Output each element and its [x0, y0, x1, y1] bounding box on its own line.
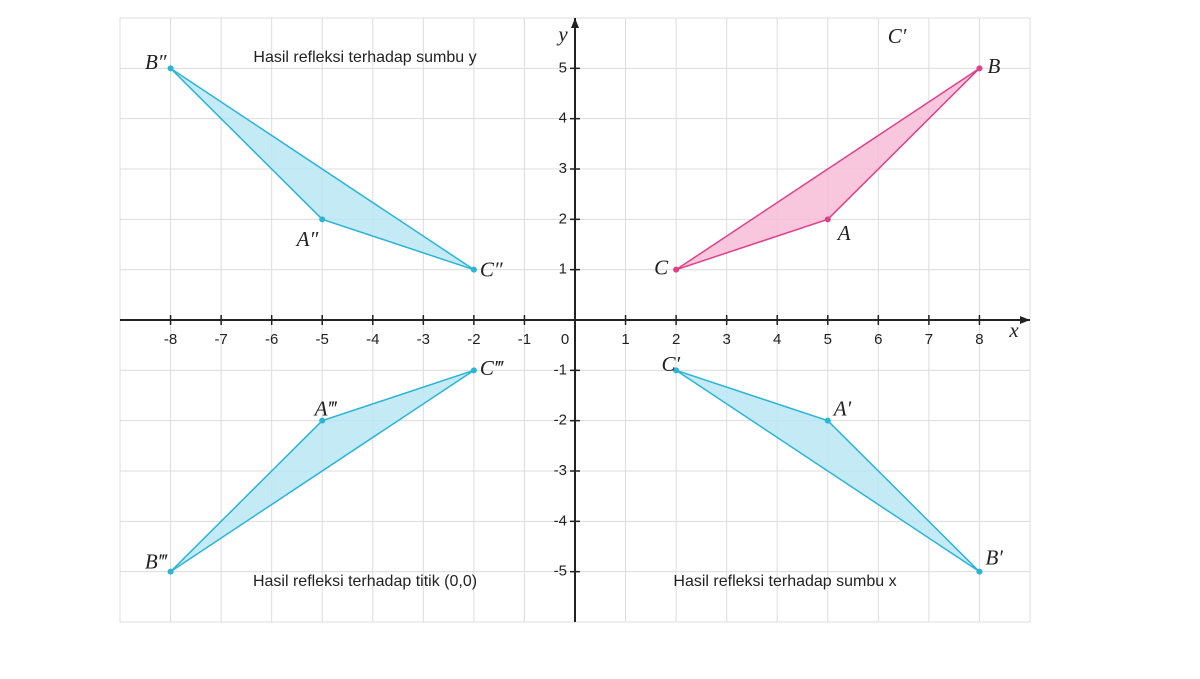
vertex-label: B′: [985, 545, 1003, 569]
vertex: [167, 568, 174, 575]
y-tick-label: 5: [559, 59, 567, 76]
x-tick-label: -8: [164, 331, 177, 348]
vertex-label: A″: [295, 227, 319, 251]
stray-label: C′: [888, 24, 907, 48]
y-axis-arrow: [571, 18, 579, 28]
vertex: [673, 367, 680, 374]
vertex-label: C″: [480, 257, 503, 281]
vertex: [976, 568, 983, 575]
triangle: [675, 369, 980, 573]
x-tick-label: -5: [316, 331, 329, 348]
caption: Hasil refleksi terhadap titik (0,0): [253, 573, 477, 590]
x-tick-label: 1: [621, 331, 629, 348]
x-tick-label: 7: [925, 331, 933, 348]
vertex-label: A‴: [313, 396, 338, 420]
y-axis-label: y: [556, 22, 568, 46]
x-tick-label: 3: [722, 331, 730, 348]
y-tick-label: -2: [554, 412, 567, 429]
triangle: [675, 67, 980, 271]
y-tick-label: 4: [559, 110, 567, 127]
vertex: [319, 417, 326, 424]
vertex: [470, 266, 477, 273]
vertex-label: C′: [662, 352, 681, 376]
origin-label: 0: [561, 331, 569, 348]
x-tick-label: -4: [366, 331, 379, 348]
vertex-label: C: [654, 255, 669, 279]
vertex-label: B″: [145, 50, 167, 74]
vertex: [824, 216, 831, 223]
x-tick-label: -1: [518, 331, 531, 348]
y-tick-label: -5: [554, 563, 567, 580]
x-tick-label: -2: [467, 331, 480, 348]
x-tick-label: -7: [214, 331, 227, 348]
caption: Hasil refleksi terhadap sumbu y: [253, 49, 476, 66]
vertex: [824, 417, 831, 424]
x-tick-label: 4: [773, 331, 781, 348]
vertex: [673, 266, 680, 273]
vertex-label: B‴: [145, 549, 168, 573]
y-tick-label: -1: [554, 361, 567, 378]
triangle: [170, 67, 475, 271]
x-tick-label: 5: [824, 331, 832, 348]
vertex: [470, 367, 477, 374]
x-tick-label: 2: [672, 331, 680, 348]
x-axis-label: x: [1008, 318, 1019, 342]
y-tick-label: -3: [554, 462, 567, 479]
vertex: [167, 65, 174, 72]
caption: Hasil refleksi terhadap sumbu x: [673, 573, 896, 590]
y-tick-label: 3: [559, 160, 567, 177]
x-tick-label: 6: [874, 331, 882, 348]
vertex: [319, 216, 326, 223]
triangle: [170, 369, 475, 573]
x-tick-label: -3: [417, 331, 430, 348]
y-tick-label: 1: [559, 261, 567, 278]
y-tick-label: -4: [554, 512, 567, 529]
vertex-label: C‴: [480, 356, 504, 380]
x-tick-label: 8: [975, 331, 983, 348]
x-axis-arrow: [1020, 316, 1030, 324]
vertex-label: A′: [832, 396, 852, 420]
vertex-label: B: [987, 54, 1000, 78]
vertex-label: A: [836, 221, 851, 245]
y-tick-label: 2: [559, 210, 567, 227]
vertex: [976, 65, 983, 72]
x-tick-label: -6: [265, 331, 278, 348]
